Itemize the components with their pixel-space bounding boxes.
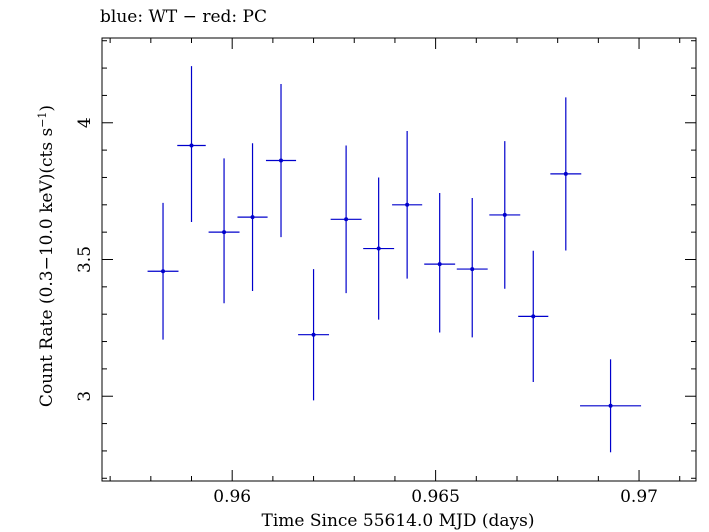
data-point: [424, 193, 456, 333]
data-marker: [502, 212, 507, 217]
x-tick-label: 0.96: [213, 487, 251, 507]
x-axis-label: Time Since 55614.0 MJD (days): [262, 511, 535, 531]
data-point: [392, 130, 423, 279]
data-marker: [405, 202, 410, 207]
data-marker: [376, 246, 381, 251]
data-point: [580, 359, 642, 453]
data-marker: [344, 217, 349, 222]
data-point: [298, 269, 330, 401]
data-marker: [222, 230, 227, 235]
axis-ticks: [102, 38, 696, 481]
y-tick-label: 3.5: [75, 246, 95, 273]
data-point: [330, 145, 362, 294]
data-marker: [470, 267, 475, 272]
chart-title: blue: WT − red: PC: [100, 7, 267, 27]
data-marker: [563, 171, 568, 176]
data-marker: [311, 332, 316, 337]
data-points: [147, 66, 642, 453]
y-axis-label-superscript: −1: [36, 112, 49, 128]
data-marker: [608, 403, 613, 408]
data-point: [208, 158, 240, 304]
data-marker: [189, 143, 194, 148]
x-tick-label: 0.97: [620, 487, 658, 507]
x-tick-label: 0.965: [411, 487, 460, 507]
data-point: [177, 66, 206, 223]
data-point: [518, 250, 549, 383]
y-axis-label-close: ): [37, 105, 57, 112]
data-marker: [279, 158, 284, 163]
axis-tick-labels: 0.96 0.965 0.97 3 3.5 4: [75, 117, 658, 507]
y-tick-label: 4: [75, 117, 95, 128]
y-axis-label: Count Rate (0.3−10.0 keV)(cts s−1): [36, 105, 57, 407]
data-point: [550, 97, 582, 251]
data-point: [363, 177, 395, 320]
y-tick-label: 3: [75, 391, 95, 402]
data-point: [489, 141, 521, 289]
data-point: [237, 143, 268, 291]
data-marker: [250, 215, 255, 220]
data-point: [147, 202, 179, 340]
data-marker: [161, 269, 166, 274]
data-marker: [531, 314, 536, 319]
data-marker: [437, 262, 442, 267]
data-point: [265, 83, 297, 238]
data-point: [456, 197, 488, 338]
y-axis-label-main: Count Rate (0.3−10.0 keV)(cts s: [37, 128, 57, 407]
